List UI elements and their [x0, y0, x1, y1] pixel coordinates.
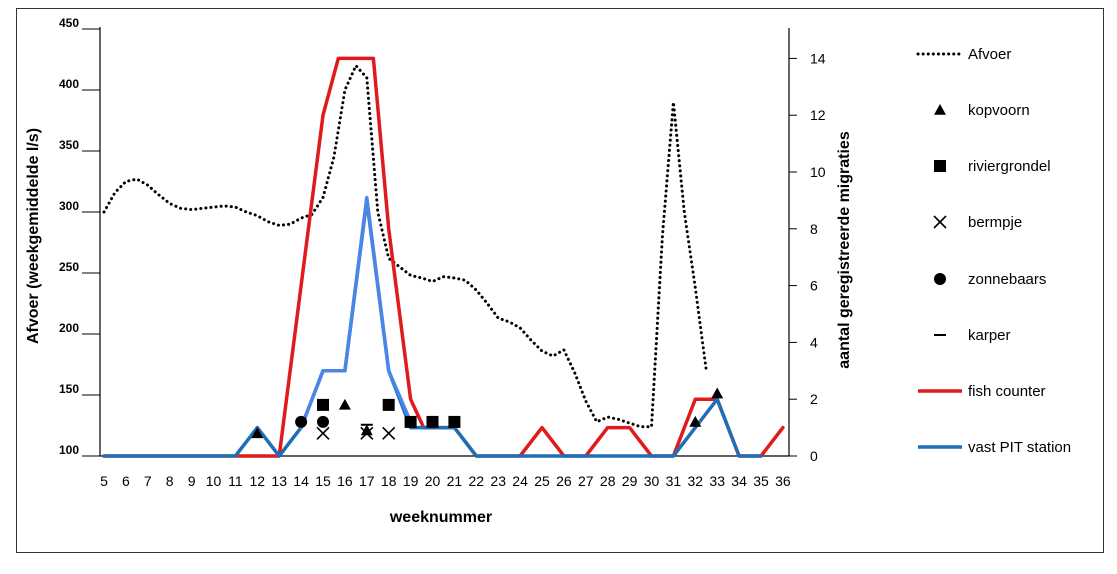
legend-swatch-x — [933, 215, 947, 229]
marker-riviergrondel — [448, 415, 461, 428]
x-tick-label: 21 — [447, 473, 463, 489]
x-axis-title: weeknummer — [389, 509, 492, 526]
y-right-tick-label: 12 — [810, 107, 826, 123]
y-left-tick-label: 100 — [59, 443, 79, 457]
x-tick-label: 9 — [188, 473, 196, 489]
legend-swatch-square — [934, 160, 946, 172]
x-tick-label: 34 — [731, 473, 747, 489]
x-tick-label: 7 — [144, 473, 152, 489]
x-tick-label: 23 — [490, 473, 506, 489]
y-right-tick-label: 4 — [810, 334, 818, 350]
x-tick-label: 14 — [293, 473, 309, 489]
x-tick-label: 16 — [337, 473, 353, 489]
legend-entry: Afvoer — [916, 46, 1011, 63]
y-left-tick-label: 150 — [59, 382, 79, 396]
x-tick-label: 30 — [644, 473, 660, 489]
legend-entry: riviergrondel — [968, 158, 1051, 175]
x-tick-label: 29 — [622, 473, 638, 489]
legend-label: riviergrondel — [968, 158, 1051, 175]
x-tick-label: 35 — [753, 473, 769, 489]
marker-kopvoorn — [251, 427, 264, 439]
y-right-tick-label: 10 — [810, 164, 826, 180]
marker-kopvoorn — [360, 424, 373, 436]
y-left-tick-label: 400 — [59, 77, 79, 91]
y-left-tick-label: 250 — [59, 260, 79, 274]
x-tick-label: 12 — [250, 473, 266, 489]
marker-bermpje — [360, 426, 374, 440]
legend-entry: karper — [968, 327, 1011, 344]
marker-riviergrondel — [382, 398, 395, 411]
y-left-tick-label: 200 — [59, 321, 79, 335]
marker-riviergrondel — [317, 398, 329, 411]
legend-entry: fish counter — [918, 383, 1046, 400]
y-right-tick-label: 0 — [810, 448, 818, 464]
y-right-axis-title: aantal geregistreerde migraties — [836, 131, 853, 369]
marker-kopvoorn — [338, 398, 351, 410]
legend-label: vast PIT station — [968, 439, 1071, 456]
legend-label: zonnebaars — [968, 271, 1046, 288]
y-left-tick-label: 350 — [59, 138, 79, 152]
x-tick-label: 13 — [271, 473, 287, 489]
series-line-afvoer — [102, 64, 708, 429]
x-tick-label: 31 — [666, 473, 682, 489]
y-left-tick-label: 300 — [59, 199, 79, 213]
legend-entry: zonnebaars — [968, 271, 1046, 288]
x-tick-label: 5 — [100, 473, 108, 489]
legend-swatch-triangle — [934, 104, 946, 115]
x-tick-label: 22 — [469, 473, 485, 489]
marker-zonnebaars — [295, 415, 308, 428]
legend-label: kopvoorn — [968, 102, 1030, 119]
x-tick-label: 10 — [206, 473, 222, 489]
x-tick-label: 17 — [359, 473, 375, 489]
legend-label: Afvoer — [968, 46, 1011, 63]
x-tick-label: 32 — [688, 473, 704, 489]
x-tick-label: 33 — [709, 473, 725, 489]
y-right-tick-label: 8 — [810, 221, 818, 237]
y-left-axis-title: Afvoer (weekgemiddelde l/s) — [25, 128, 42, 344]
legend-entry: vast PIT station — [918, 439, 1071, 456]
chart-frame — [16, 8, 1104, 553]
x-tick-label: 15 — [315, 473, 331, 489]
x-tick-label: 19 — [403, 473, 419, 489]
y-right-tick-label: 14 — [810, 50, 826, 66]
x-tick-label: 6 — [122, 473, 130, 489]
y-left-tick-label: 450 — [59, 16, 79, 30]
series-line-fish-counter — [102, 56, 785, 458]
marker-bermpje — [382, 426, 396, 440]
legend-label: bermpje — [968, 214, 1022, 231]
x-tick-label: 8 — [166, 473, 174, 489]
x-tick-label: 18 — [381, 473, 397, 489]
legend-label: karper — [968, 327, 1011, 344]
legend-entry: kopvoorn — [968, 102, 1030, 119]
x-tick-label: 28 — [600, 473, 616, 489]
x-tick-label: 20 — [425, 473, 441, 489]
marker-riviergrondel — [426, 415, 439, 428]
y-right-tick-label: 2 — [810, 391, 818, 407]
x-tick-label: 36 — [775, 473, 791, 489]
legend-entry: bermpje — [968, 214, 1022, 231]
legend-label: fish counter — [968, 383, 1046, 400]
x-tick-label: 25 — [534, 473, 550, 489]
x-tick-label: 27 — [578, 473, 594, 489]
marker-kopvoorn — [711, 387, 724, 399]
marker-zonnebaars — [317, 415, 329, 428]
series-line-vast-pit-station-detail- — [299, 195, 413, 430]
marker-kopvoorn — [689, 415, 702, 427]
x-tick-label: 11 — [228, 473, 243, 489]
marker-bermpje — [316, 426, 330, 440]
y-right-tick-label: 6 — [810, 278, 818, 294]
x-tick-label: 24 — [512, 473, 528, 489]
legend-swatch-circle — [934, 273, 946, 285]
x-tick-label: 26 — [556, 473, 572, 489]
marker-riviergrondel — [404, 415, 417, 428]
